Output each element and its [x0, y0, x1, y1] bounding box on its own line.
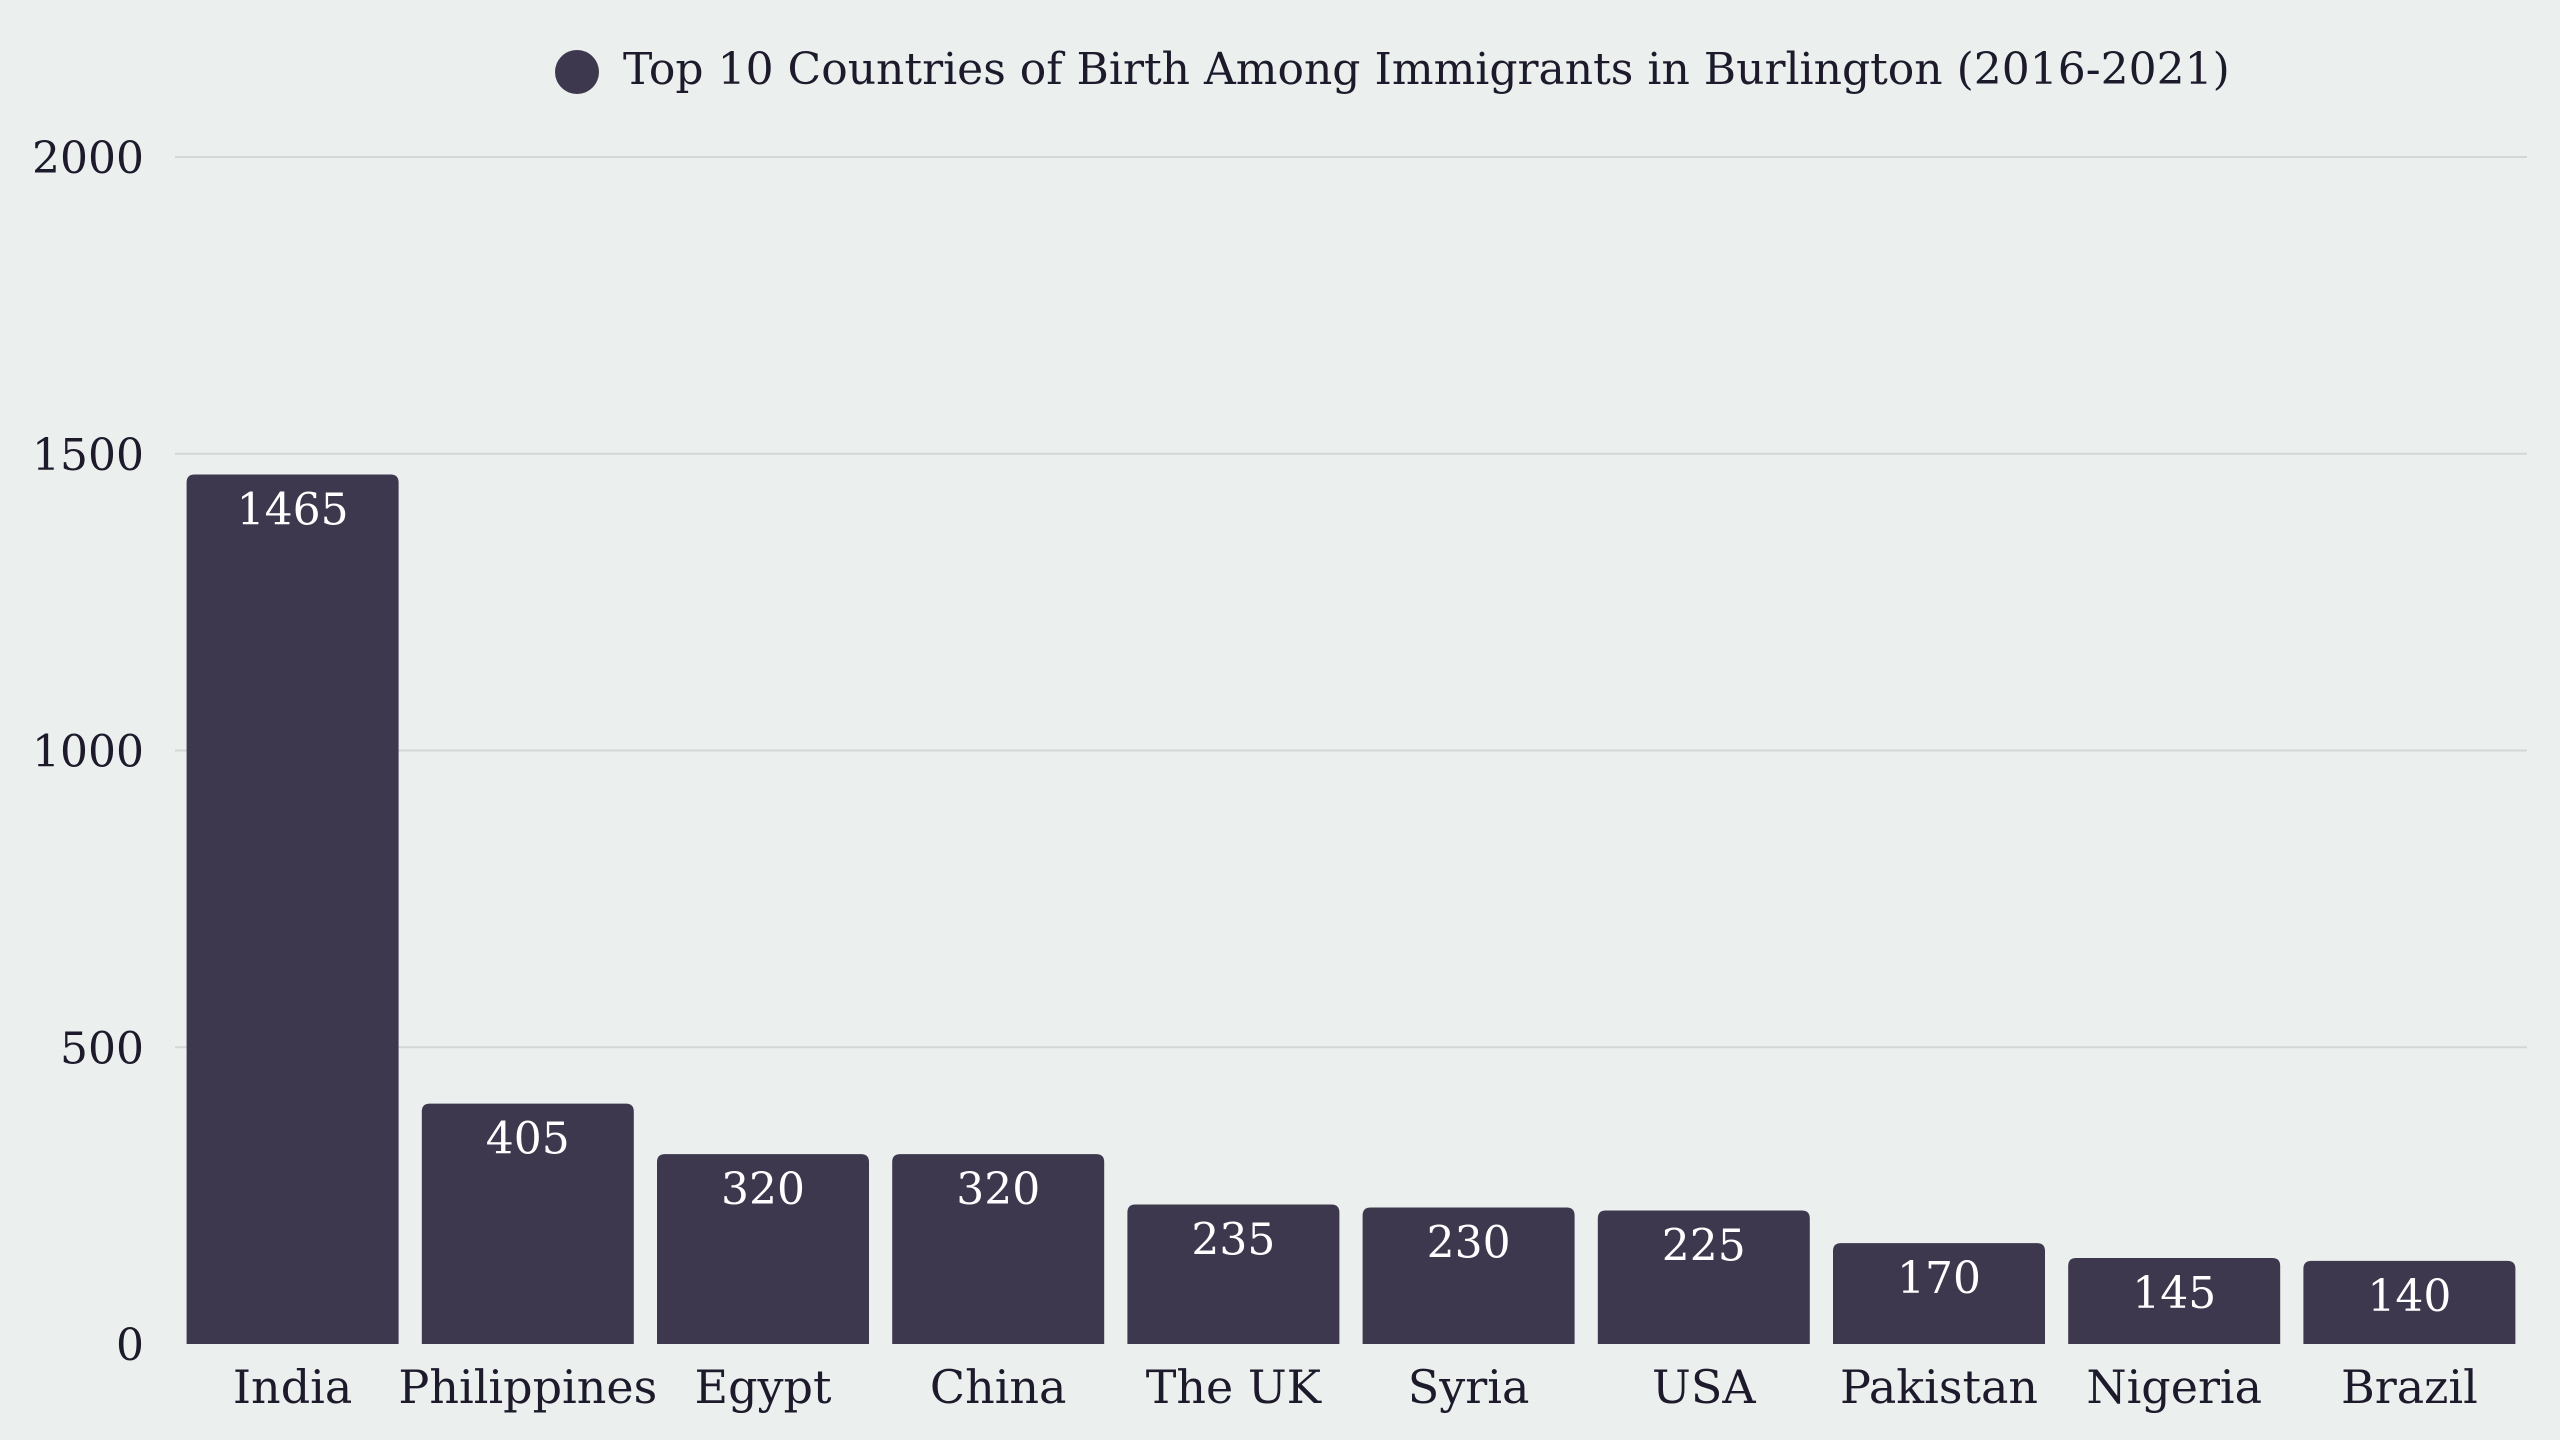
y-tick-label: 1500	[32, 430, 144, 481]
x-tick-label: Syria	[1408, 1360, 1530, 1414]
bar-usa	[1597, 1210, 1810, 1344]
bar-value-label: 320	[721, 1164, 805, 1215]
bar-value-label: 235	[1191, 1215, 1275, 1266]
bar-pakistan	[1833, 1243, 2045, 1344]
chart-legend: Top 10 Countries of Birth Among Immigran…	[555, 44, 2230, 95]
bar-value-label: 145	[2132, 1268, 2216, 1319]
x-tick-label: Philippines	[398, 1360, 657, 1414]
bar-value-label: 320	[956, 1164, 1040, 1215]
bar-india	[186, 474, 399, 1345]
x-tick-label: Egypt	[695, 1360, 832, 1414]
bar-egypt	[657, 1154, 869, 1344]
x-tick-label: USA	[1652, 1360, 1756, 1414]
x-axis-ticks: India Philippines Egypt China The UK Syria USA…	[233, 1360, 2478, 1414]
bar-series	[186, 474, 2516, 1345]
bar-value-label: 140	[2367, 1271, 2451, 1322]
bar-syria	[1362, 1207, 1575, 1344]
y-tick-label: 500	[60, 1023, 144, 1074]
y-axis-ticks: 0 500 1000 1500 2000	[32, 133, 144, 1371]
x-tick-label: The UK	[1146, 1360, 1323, 1414]
y-tick-label: 0	[116, 1320, 144, 1371]
x-tick-label: Pakistan	[1840, 1360, 2038, 1414]
legend-label: Top 10 Countries of Birth Among Immigran…	[623, 44, 2230, 95]
bar-value-labels: 1465 405 320 320 235 230 225 170 145 140	[237, 485, 2452, 1322]
y-tick-label: 1000	[32, 727, 144, 778]
y-tick-label: 2000	[32, 133, 144, 184]
x-tick-label: Brazil	[2341, 1360, 2478, 1414]
bar-brazil	[2303, 1260, 2516, 1344]
bar-value-label: 170	[1897, 1253, 1981, 1304]
bar-china	[892, 1154, 1105, 1344]
x-tick-label: Nigeria	[2086, 1360, 2262, 1414]
bar-nigeria	[2068, 1257, 2281, 1344]
bar-value-label: 405	[486, 1114, 570, 1165]
x-tick-label: India	[233, 1360, 352, 1414]
bar-value-label: 230	[1427, 1217, 1511, 1268]
legend-swatch	[555, 50, 599, 94]
bar-philippines	[421, 1103, 634, 1344]
y-gridlines	[175, 156, 2527, 1049]
bar-the-uk	[1127, 1204, 1340, 1344]
bar-value-label: 1465	[237, 485, 349, 536]
bar-value-label: 225	[1662, 1220, 1746, 1271]
x-tick-label: China	[930, 1360, 1067, 1414]
